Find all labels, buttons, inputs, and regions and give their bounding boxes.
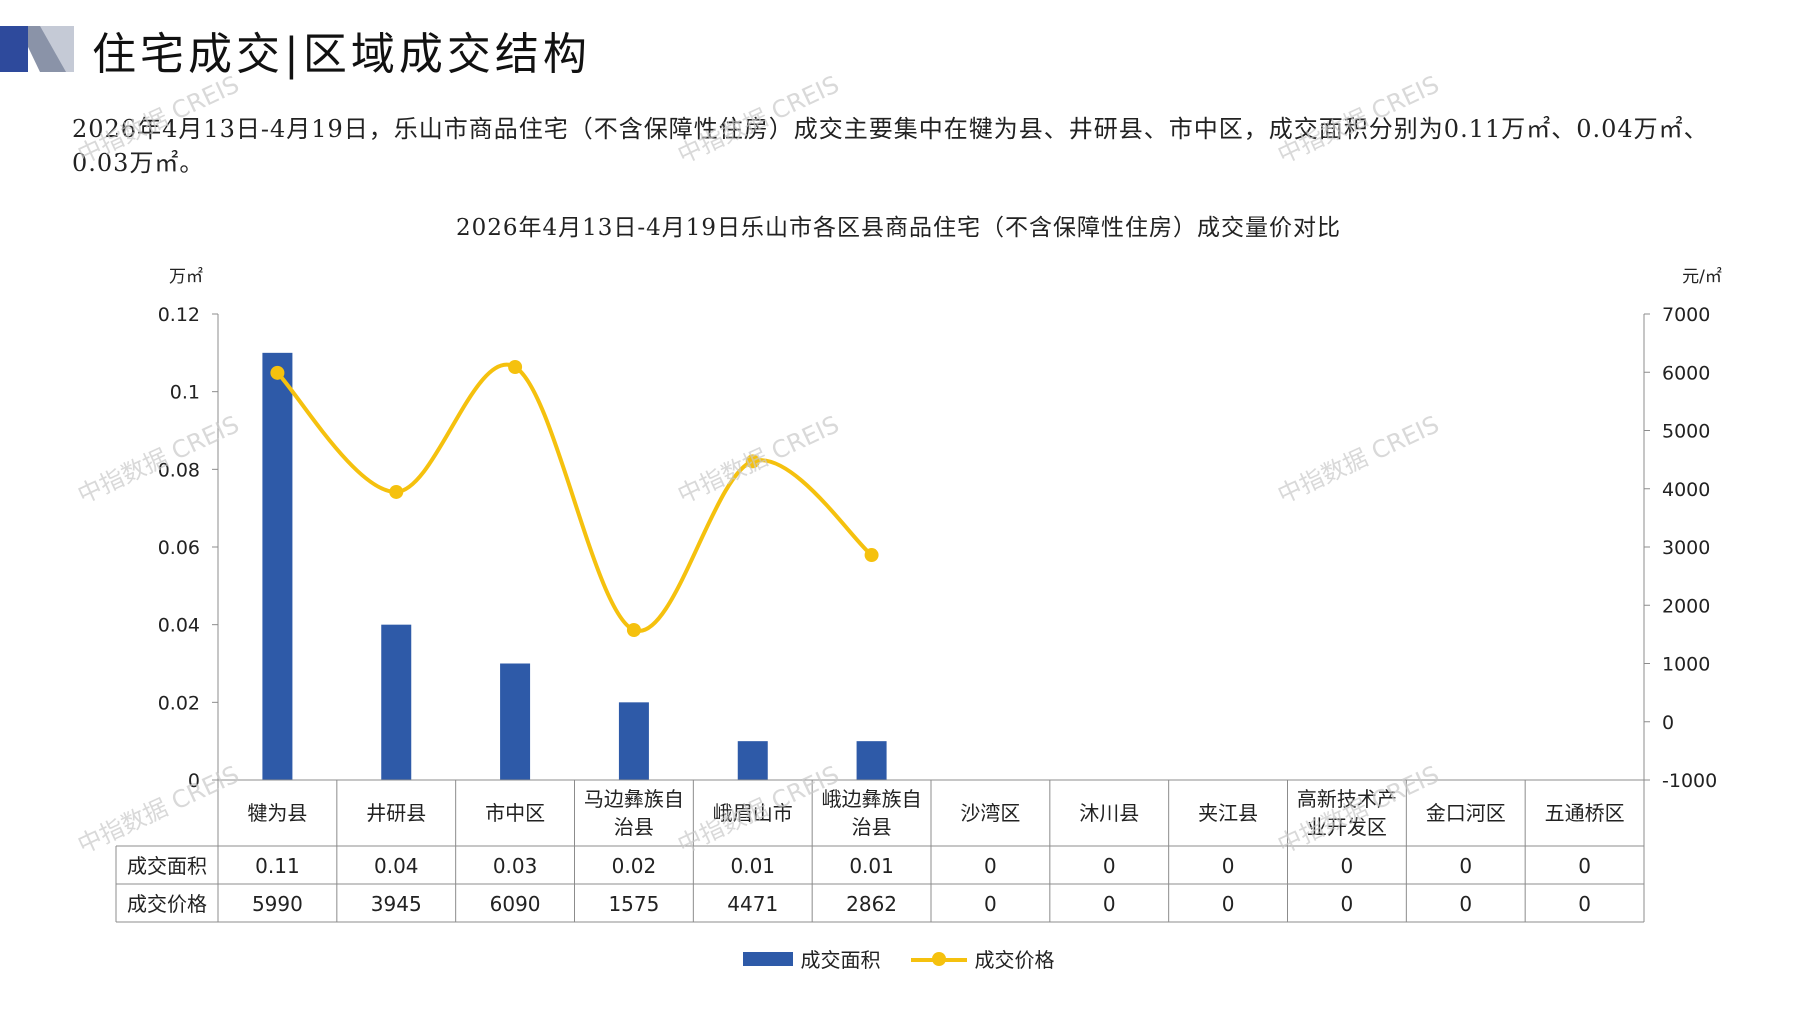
- summary-text: 2026年4月13日-4月19日，乐山市商品住宅（不含保障性住房）成交主要集中在…: [72, 115, 1709, 177]
- table-cell-price: 0: [1459, 892, 1472, 916]
- table-cell-price: 2862: [846, 892, 897, 916]
- table-cell-area: 0.04: [374, 854, 419, 878]
- category-label: 犍为县: [247, 801, 307, 825]
- table-cell-price: 0: [1222, 892, 1235, 916]
- table-cell-price: 5990: [252, 892, 303, 916]
- header-logo-mark: [0, 26, 74, 72]
- category-label: 治县: [852, 815, 892, 839]
- table-cell-area: 0: [1222, 854, 1235, 878]
- legend-swatch-line: [910, 951, 967, 966]
- table-cell-price: 6090: [490, 892, 541, 916]
- right-axis-tick-label: 5000: [1662, 421, 1710, 443]
- category-label: 夹江县: [1198, 801, 1258, 825]
- table-cell-area: 0.11: [255, 854, 300, 878]
- category-label: 沙湾区: [960, 801, 1020, 825]
- price-point-犍为县: [270, 365, 285, 380]
- right-axis-tick-label: 6000: [1662, 362, 1710, 384]
- chart-title: 2026年4月13日-4月19日乐山市各区县商品住宅（不含保障性住房）成交量价对…: [455, 215, 1342, 241]
- bar-市中区: [500, 663, 531, 780]
- left-axis-tick-label: 0.1: [170, 382, 200, 404]
- table-cell-area: 0: [1578, 854, 1591, 878]
- right-axis-tick-label: 4000: [1662, 479, 1710, 501]
- price-point-峨边彝族自治县: [864, 548, 879, 563]
- legend-swatch-bar: [742, 951, 793, 966]
- legend-item-price[interactable]: 成交价格: [910, 944, 1055, 973]
- category-label: 金口河区: [1426, 801, 1506, 825]
- table-cell-area: 0.01: [849, 854, 894, 878]
- category-label: 市中区: [485, 801, 545, 825]
- category-label: 五通桥区: [1545, 801, 1625, 825]
- bar-马边彝族自治县: [618, 702, 649, 780]
- right-axis-tick-label: 0: [1662, 712, 1674, 734]
- left-axis-tick-label: 0.08: [158, 459, 200, 481]
- left-axis-tick-label: 0: [188, 770, 200, 792]
- right-axis-tick-label: 7000: [1662, 304, 1710, 326]
- category-label: 沐川县: [1079, 801, 1139, 825]
- table-cell-price: 4471: [727, 892, 778, 916]
- table-cell-price: 0: [1341, 892, 1354, 916]
- table-cell-price: 3945: [371, 892, 422, 916]
- table-cell-area: 0.02: [612, 854, 657, 878]
- table-cell-area: 0.03: [493, 854, 538, 878]
- table-cell-area: 0: [1341, 854, 1354, 878]
- legend-label-price: 成交价格: [974, 948, 1055, 972]
- category-label: 高新技术产: [1297, 787, 1397, 811]
- table-cell-area: 0: [984, 854, 997, 878]
- left-axis-tick-label: 0.02: [158, 692, 200, 714]
- right-axis-unit: 元/㎡: [1682, 267, 1722, 287]
- right-axis-tick-label: -1000: [1662, 770, 1717, 792]
- table-cell-price: 1575: [608, 892, 659, 916]
- left-axis-tick-label: 0.06: [158, 537, 200, 559]
- category-label: 业开发区: [1307, 815, 1387, 839]
- right-axis-tick-label: 3000: [1662, 537, 1710, 559]
- bar-井研县: [381, 624, 412, 780]
- table-cell-area: 0.01: [730, 854, 775, 878]
- left-axis-tick-label: 0.12: [158, 304, 200, 326]
- category-label: 峨眉山市: [713, 801, 793, 825]
- category-label: 治县: [614, 815, 654, 839]
- chart-legend: 成交面积 成交价格: [0, 944, 1797, 973]
- price-point-井研县: [389, 484, 404, 499]
- price-line: [275, 362, 873, 633]
- bar-峨眉山市: [737, 741, 768, 780]
- table-row-header: 成交面积: [127, 854, 207, 878]
- table-cell-area: 0: [1103, 854, 1116, 878]
- left-axis-tick-label: 0.04: [158, 615, 200, 637]
- table-row-header: 成交价格: [127, 892, 207, 916]
- table-cell-price: 0: [1103, 892, 1116, 916]
- right-axis-tick-label: 2000: [1662, 595, 1710, 617]
- right-axis-tick-label: 1000: [1662, 654, 1710, 676]
- price-point-峨眉山市: [745, 454, 760, 469]
- category-label: 井研县: [366, 801, 426, 825]
- bar-犍为县: [262, 352, 293, 780]
- category-label: 马边彝族自: [584, 787, 684, 811]
- table-cell-area: 0: [1459, 854, 1472, 878]
- page-title: 住宅成交|区域成交结构: [92, 29, 591, 80]
- category-label: 峨边彝族自: [822, 787, 922, 811]
- bar-峨边彝族自治县: [856, 741, 887, 780]
- price-point-马边彝族自治县: [626, 623, 641, 638]
- price-point-市中区: [508, 360, 523, 375]
- left-axis-unit: 万㎡: [169, 267, 203, 287]
- legend-item-area[interactable]: 成交面积: [742, 944, 881, 973]
- table-cell-price: 0: [984, 892, 997, 916]
- legend-label-area: 成交面积: [800, 948, 881, 972]
- table-cell-price: 0: [1578, 892, 1591, 916]
